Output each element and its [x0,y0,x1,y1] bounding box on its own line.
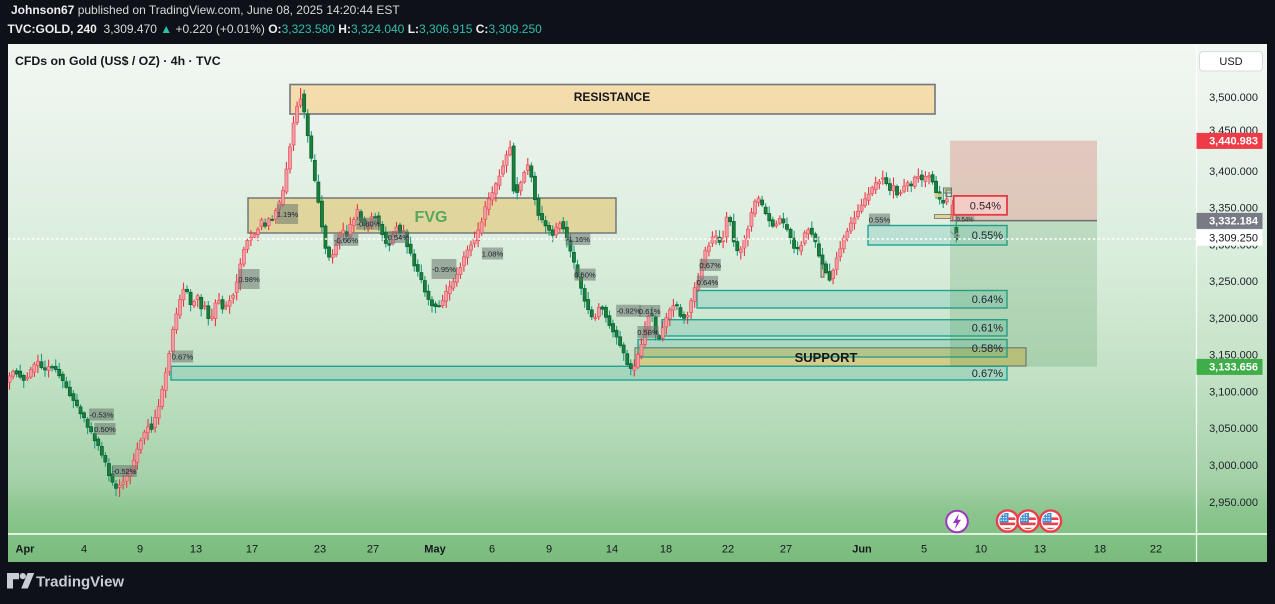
svg-text:3,133.656: 3,133.656 [1209,362,1258,374]
svg-text:SUPPORT: SUPPORT [795,350,858,365]
svg-text:CFDs on Gold (US$ / OZ) · 4h ·: CFDs on Gold (US$ / OZ) · 4h · TVC [15,54,221,68]
svg-text:9: 9 [546,544,552,556]
svg-text:3,150.000: 3,150.000 [1209,350,1258,362]
svg-text:3,400.000: 3,400.000 [1209,166,1258,178]
svg-text:-0.66%: -0.66% [334,236,358,245]
svg-text:3,000.000: 3,000.000 [1209,460,1258,472]
svg-text:0.58%: 0.58% [972,343,1003,355]
svg-text:3,250.000: 3,250.000 [1209,276,1258,288]
svg-text:4: 4 [81,544,87,556]
svg-text:0.98%: 0.98% [238,275,260,284]
svg-text:9: 9 [137,544,143,556]
svg-text:3,440.983: 3,440.983 [1209,136,1258,148]
svg-text:USD: USD [1219,56,1242,68]
svg-text:0.55%: 0.55% [869,216,891,225]
svg-text:6: 6 [489,544,495,556]
svg-text:0.64%: 0.64% [697,278,719,287]
svg-text:Jun: Jun [852,544,872,556]
svg-text:0.55%: 0.55% [972,230,1003,242]
svg-text:3,200.000: 3,200.000 [1209,313,1258,325]
svg-text:3,500.000: 3,500.000 [1209,92,1258,104]
svg-text:Apr: Apr [16,544,36,556]
svg-text:-0.53%: -0.53% [89,411,113,420]
svg-text:0.64%: 0.64% [972,294,1003,306]
svg-text:0.54%: 0.54% [970,200,1001,212]
svg-text:May: May [424,544,446,556]
svg-text:3,100.000: 3,100.000 [1209,386,1258,398]
svg-text:0.54%: 0.54% [388,233,410,242]
svg-text:22: 22 [1150,544,1162,556]
svg-text:3,332.184: 3,332.184 [1209,216,1259,228]
svg-text:0.54%: 0.54% [956,218,974,224]
svg-text:0.61%: 0.61% [639,307,661,316]
svg-text:23: 23 [314,544,326,556]
svg-text:TradingView: TradingView [36,574,124,591]
svg-text:18: 18 [1094,544,1106,556]
svg-text:14: 14 [606,544,618,556]
svg-text:-0.52%: -0.52% [112,467,136,476]
svg-text:2,950.000: 2,950.000 [1209,497,1258,509]
svg-text:1.08%: 1.08% [482,250,504,259]
svg-text:0.67%: 0.67% [972,368,1003,380]
svg-text:FVG: FVG [415,209,448,226]
svg-text:-0.95%: -0.95% [432,265,456,274]
svg-text:0.67%: 0.67% [172,353,194,362]
svg-text:13: 13 [1034,544,1046,556]
svg-text:-1.16%: -1.16% [566,235,590,244]
svg-text:17: 17 [246,544,258,556]
svg-text:27: 27 [780,544,792,556]
svg-text:5: 5 [921,544,927,556]
svg-text:22: 22 [722,544,734,556]
svg-text:13: 13 [190,544,202,556]
svg-text:0.67%: 0.67% [699,261,721,270]
svg-text:3,309.250: 3,309.250 [1209,233,1258,245]
svg-text:-0.80%: -0.80% [356,220,380,229]
svg-text:RESISTANCE: RESISTANCE [574,90,650,104]
svg-text:0.58%: 0.58% [637,328,659,337]
svg-text:0.61%: 0.61% [972,323,1003,335]
svg-text:3,050.000: 3,050.000 [1209,423,1258,435]
svg-text:3,350.000: 3,350.000 [1209,203,1258,215]
svg-text:-0.92%: -0.92% [617,307,641,316]
svg-text:10: 10 [975,544,987,556]
svg-text:18: 18 [660,544,672,556]
svg-text:1.19%: 1.19% [277,210,299,219]
svg-text:0.50%: 0.50% [94,425,116,434]
svg-text:0.60%: 0.60% [574,271,596,280]
svg-text:27: 27 [367,544,379,556]
